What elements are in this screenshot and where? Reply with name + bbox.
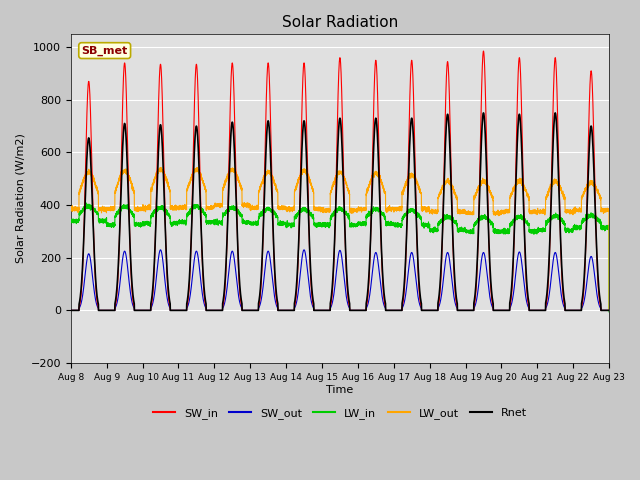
Legend: SW_in, SW_out, LW_in, LW_out, Rnet: SW_in, SW_out, LW_in, LW_out, Rnet	[148, 404, 532, 423]
X-axis label: Time: Time	[326, 384, 353, 395]
Y-axis label: Solar Radiation (W/m2): Solar Radiation (W/m2)	[15, 133, 25, 264]
Text: SB_met: SB_met	[81, 46, 128, 56]
Title: Solar Radiation: Solar Radiation	[282, 15, 398, 30]
